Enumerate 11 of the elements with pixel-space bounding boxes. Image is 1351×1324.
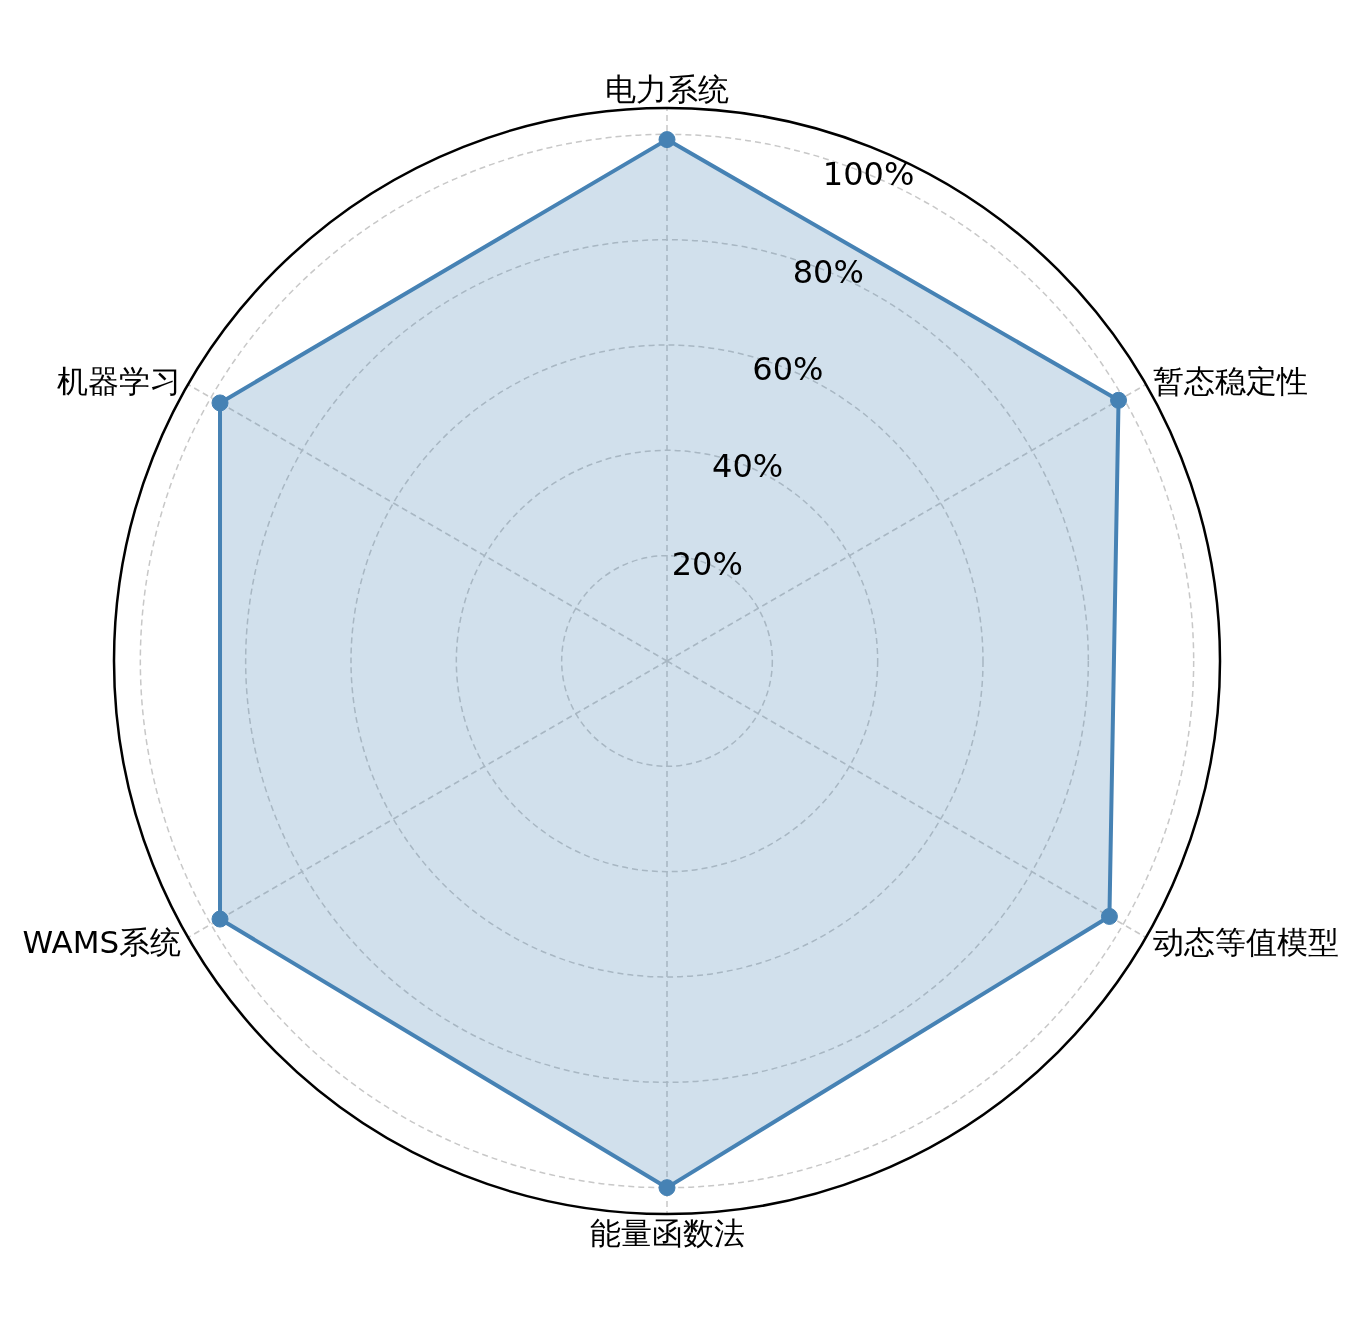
y-tick-label: 80%	[792, 252, 864, 291]
spoke-label: 机器学习	[57, 362, 182, 399]
y-tick-label: 60%	[752, 350, 824, 389]
spoke-label: WAMS系统	[22, 923, 182, 960]
spoke-label: 暂态稳定性	[1152, 362, 1308, 399]
spoke-label: 电力系统	[605, 71, 729, 107]
y-tick-label: 40%	[712, 447, 784, 486]
spoke-label: 能量函数法	[589, 1215, 745, 1252]
spoke-label: 动态等值模型	[1152, 923, 1339, 960]
y-tick-label: 100%	[822, 155, 915, 194]
y-tick-label: 20%	[671, 544, 743, 583]
